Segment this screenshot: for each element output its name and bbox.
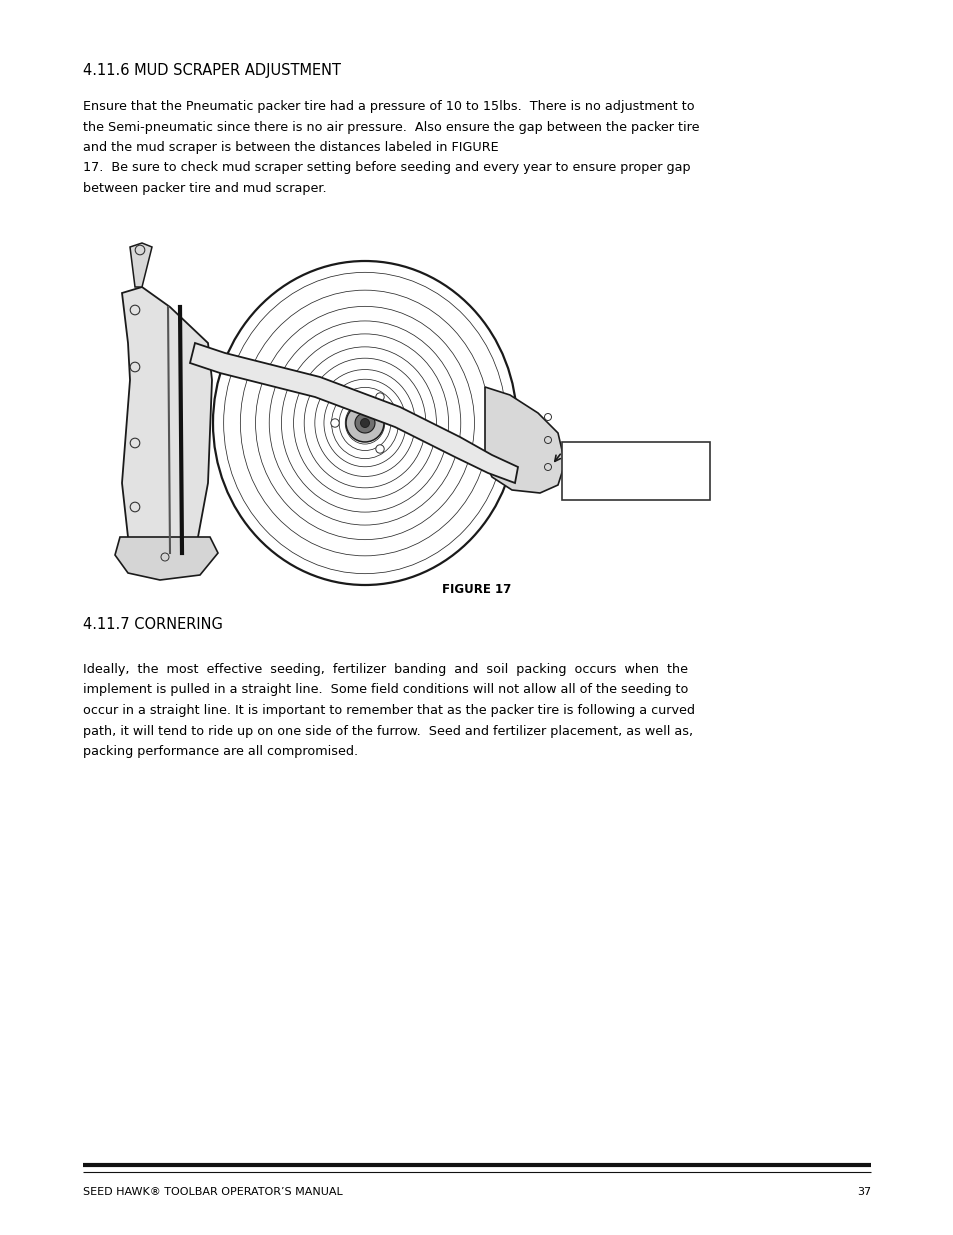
Polygon shape [190,343,517,483]
Polygon shape [115,537,218,580]
Text: 37: 37 [856,1187,870,1197]
Text: 4.11.6 MUD SCRAPER ADJUSTMENT: 4.11.6 MUD SCRAPER ADJUSTMENT [83,63,340,78]
Circle shape [375,393,384,401]
Circle shape [346,404,384,442]
Text: packing performance are all compromised.: packing performance are all compromised. [83,745,357,758]
Circle shape [360,419,369,427]
Text: Gap: Gap [606,450,634,462]
Polygon shape [122,287,212,559]
Circle shape [375,445,384,453]
Text: occur in a straight line. It is important to remember that as the packer tire is: occur in a straight line. It is importan… [83,704,695,718]
Text: and the mud scraper is between the distances labeled in FIGURE: and the mud scraper is between the dista… [83,141,498,154]
Text: path, it will tend to ride up on one side of the furrow.  Seed and fertilizer pl: path, it will tend to ride up on one sid… [83,725,693,737]
Circle shape [355,412,375,433]
Text: 1/8”: 1/8” [621,478,650,492]
Polygon shape [484,387,564,493]
Text: 4.11.7 CORNERING: 4.11.7 CORNERING [83,618,223,632]
Text: FIGURE 17: FIGURE 17 [442,583,511,597]
FancyBboxPatch shape [561,442,709,500]
Text: Ideally,  the  most  effective  seeding,  fertilizer  banding  and  soil  packin: Ideally, the most effective seeding, fer… [83,663,687,676]
Text: implement is pulled in a straight line.  Some field conditions will not allow al: implement is pulled in a straight line. … [83,683,688,697]
Text: Ensure that the Pneumatic packer tire had a pressure of 10 to 15lbs.  There is n: Ensure that the Pneumatic packer tire ha… [83,100,694,112]
Text: 17.  Be sure to check mud scraper setting before seeding and every year to ensur: 17. Be sure to check mud scraper setting… [83,162,690,174]
Text: SEED HAWK® TOOLBAR OPERATOR’S MANUAL: SEED HAWK® TOOLBAR OPERATOR’S MANUAL [83,1187,342,1197]
Circle shape [331,419,339,427]
Text: 1/16” to: 1/16” to [634,450,687,462]
Text: between packer tire and mud scraper.: between packer tire and mud scraper. [83,182,326,195]
Polygon shape [130,243,152,287]
Text: the Semi-pneumatic since there is no air pressure.  Also ensure the gap between : the Semi-pneumatic since there is no air… [83,121,699,133]
